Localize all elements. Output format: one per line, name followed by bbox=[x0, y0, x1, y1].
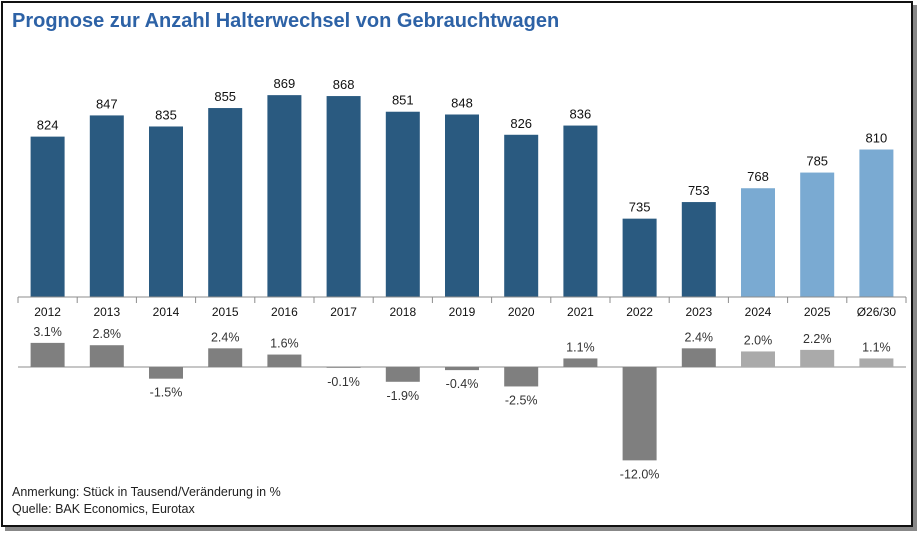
change-bar bbox=[741, 351, 775, 367]
x-tick-label: 2025 bbox=[804, 305, 831, 319]
volume-bar bbox=[30, 136, 65, 297]
change-bar bbox=[326, 367, 361, 368]
volume-bar bbox=[149, 126, 183, 297]
volume-value-label: 869 bbox=[274, 76, 296, 91]
change-bar bbox=[30, 342, 65, 367]
volume-bar bbox=[859, 149, 894, 297]
change-value-label: 2.4% bbox=[685, 330, 714, 344]
volume-value-label: 753 bbox=[688, 183, 710, 198]
volume-value-label: 851 bbox=[392, 93, 414, 108]
change-bar bbox=[504, 367, 539, 387]
x-tick-label: 2018 bbox=[389, 305, 416, 319]
volume-value-label: 826 bbox=[510, 116, 532, 131]
x-tick-label: 2016 bbox=[271, 305, 298, 319]
x-tick-label: 2022 bbox=[626, 305, 653, 319]
change-bar bbox=[89, 345, 124, 367]
x-tick-label: 2019 bbox=[449, 305, 476, 319]
change-value-label: 1.6% bbox=[270, 337, 299, 351]
change-bar bbox=[208, 348, 243, 367]
volume-bar bbox=[622, 218, 657, 297]
volume-value-label: 810 bbox=[866, 131, 888, 146]
volume-value-label: 735 bbox=[629, 200, 651, 215]
x-tick-label: 2013 bbox=[93, 305, 120, 319]
volume-value-label: 785 bbox=[806, 154, 828, 169]
change-value-label: 1.1% bbox=[862, 340, 891, 354]
volume-value-label: 868 bbox=[333, 77, 355, 92]
volume-bars bbox=[30, 95, 894, 297]
chart-title: Prognose zur Anzahl Halterwechsel von Ge… bbox=[12, 10, 560, 32]
change-bars bbox=[30, 342, 894, 461]
volume-value-label: 768 bbox=[747, 169, 769, 184]
x-tick-label: 2024 bbox=[745, 305, 772, 319]
x-tick-label: Ø26/30 bbox=[857, 305, 897, 319]
x-tick-label: 2014 bbox=[153, 305, 180, 319]
volume-value-label: 836 bbox=[570, 107, 592, 122]
volume-bar bbox=[563, 125, 598, 297]
volume-bar bbox=[504, 134, 539, 297]
x-tick-label: 2020 bbox=[508, 305, 535, 319]
volume-bar bbox=[326, 96, 361, 297]
x-tick-marks bbox=[17, 297, 907, 303]
x-tick-label: 2023 bbox=[685, 305, 712, 319]
volume-value-label: 847 bbox=[96, 96, 118, 111]
volume-value-label: 824 bbox=[37, 118, 59, 133]
volume-bar bbox=[741, 188, 775, 297]
change-value-label: 2.2% bbox=[803, 332, 832, 346]
volume-bar bbox=[385, 111, 420, 297]
volume-bar bbox=[681, 202, 716, 297]
change-value-label: -0.1% bbox=[327, 375, 360, 389]
change-bar bbox=[563, 358, 598, 367]
change-value-label: -2.5% bbox=[505, 393, 538, 407]
x-tick-label: 2021 bbox=[567, 305, 594, 319]
remark-note: Anmerkung: Stück in Tausend/Veränderung … bbox=[12, 485, 281, 499]
change-bar bbox=[267, 354, 302, 367]
volume-bar bbox=[445, 114, 479, 297]
volume-bar bbox=[208, 108, 243, 297]
change-bar bbox=[859, 358, 894, 367]
volume-bar bbox=[89, 115, 124, 297]
volume-value-label: 848 bbox=[451, 95, 473, 110]
volume-bar bbox=[800, 172, 835, 297]
x-tick-label: 2017 bbox=[330, 305, 357, 319]
change-bar bbox=[149, 367, 183, 379]
change-bar bbox=[681, 348, 716, 367]
source-note: Quelle: BAK Economics, Eurotax bbox=[12, 502, 195, 516]
volume-value-label: 835 bbox=[155, 107, 177, 122]
change-bar bbox=[385, 367, 420, 382]
x-tick-label: 2015 bbox=[212, 305, 239, 319]
change-bar bbox=[622, 367, 657, 461]
change-value-label: 2.4% bbox=[211, 330, 240, 344]
change-value-labels: 3.1% 2.8% -1.5% 2.4% 1.6% -0.1% -1.9% -0.4% -2.5… bbox=[33, 325, 890, 481]
change-value-label: 2.0% bbox=[744, 333, 773, 347]
change-bar bbox=[445, 367, 479, 371]
change-value-label: -0.4% bbox=[446, 377, 479, 391]
change-value-label: -12.0% bbox=[620, 467, 660, 481]
change-value-label: 1.1% bbox=[566, 340, 595, 354]
change-bar bbox=[800, 349, 835, 367]
x-tick-labels: 2012 2013 2014 2015 2016 2017 2018 2019 2020 2021… bbox=[34, 305, 896, 319]
change-value-label: 3.1% bbox=[33, 325, 62, 339]
x-tick-label: 2012 bbox=[34, 305, 61, 319]
volume-value-label: 855 bbox=[214, 89, 236, 104]
change-value-label: -1.5% bbox=[150, 386, 183, 400]
volume-value-labels: 824 847 835 855 869 868 851 848 826 836 735 753 768 7… bbox=[37, 76, 888, 215]
change-value-label: 2.8% bbox=[93, 327, 122, 341]
volume-bar bbox=[267, 95, 302, 297]
change-value-label: -1.9% bbox=[386, 389, 419, 403]
